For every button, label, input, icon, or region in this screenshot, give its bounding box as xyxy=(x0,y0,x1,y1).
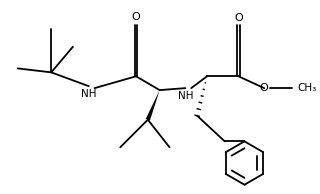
Text: NH: NH xyxy=(178,91,193,101)
Polygon shape xyxy=(146,90,160,120)
Text: NH: NH xyxy=(81,89,96,99)
Text: O: O xyxy=(234,13,243,23)
Text: CH₃: CH₃ xyxy=(298,83,317,93)
Text: O: O xyxy=(132,12,140,22)
Text: O: O xyxy=(260,83,268,93)
